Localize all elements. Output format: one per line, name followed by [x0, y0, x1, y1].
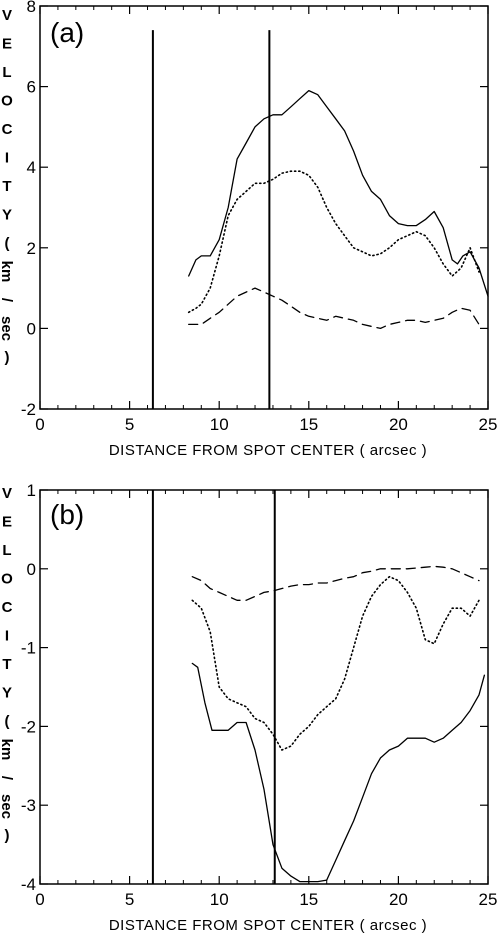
y-axis-label-char: ) [5, 349, 10, 366]
y-axis-label-char: O [1, 571, 13, 588]
y-axis-label-char: sec [0, 794, 15, 819]
y-tick-label: 0 [27, 560, 36, 579]
y-tick-label: -2 [21, 717, 36, 736]
y-axis-label-char: / [0, 776, 15, 781]
y-axis-label-char: T [2, 178, 11, 195]
y-axis-label-char: km [0, 739, 15, 761]
panel-label: (a) [50, 17, 84, 48]
series-line-solid [188, 89, 489, 297]
x-tick-label: 25 [479, 890, 498, 909]
y-axis-label-char: C [2, 121, 13, 138]
x-axis-label: DISTANCE FROM SPOT CENTER ( arcsec ) [109, 917, 427, 934]
y-tick-label: -3 [21, 796, 36, 815]
panel-b: 0 5 10 15 20 25 -4 -3 -2 -1 0 1 DISTANCE FROM SPOT C… [0, 481, 497, 934]
series-line-dotted [191, 575, 480, 751]
series-line-dotted [187, 170, 480, 314]
x-tick-label: 15 [299, 415, 318, 434]
y-axis-label-char: V [2, 7, 12, 24]
y-axis-label-char: L [2, 64, 11, 81]
series-line-solid [191, 662, 486, 883]
x-tick-label: 25 [479, 415, 498, 434]
y-tick-label: -1 [21, 639, 36, 658]
y-tick-label: -4 [21, 875, 36, 894]
y-tick-label: 4 [27, 158, 36, 177]
x-tick-label: 20 [389, 890, 408, 909]
y-axis-label-char: ( [5, 713, 10, 730]
x-tick-label: 10 [210, 890, 229, 909]
y-axis-label-char: T [2, 656, 11, 673]
y-axis-label-char: ) [5, 827, 10, 844]
y-tick-label: 0 [27, 319, 36, 338]
y-axis-label-char: C [2, 599, 13, 616]
y-axis-label-char: V [2, 485, 12, 502]
y-axis-label-char: E [2, 36, 12, 53]
plot-frame [39, 489, 489, 885]
plot-frame [39, 5, 489, 410]
x-tick-label: 5 [125, 890, 134, 909]
y-tick-label: 1 [27, 481, 36, 500]
x-tick-label: 10 [210, 415, 229, 434]
y-tick-label: 2 [27, 239, 36, 258]
y-axis-label-char: O [1, 93, 13, 110]
y-axis-label-char: Y [2, 685, 12, 702]
y-axis-label-char: km [0, 261, 15, 283]
x-tick-label: 20 [389, 415, 408, 434]
y-axis-label-char: I [5, 628, 9, 645]
x-tick-label: 15 [299, 890, 318, 909]
x-tick-label: 5 [125, 415, 134, 434]
x-tick-label: 0 [35, 890, 44, 909]
y-axis-label-char: E [2, 514, 12, 531]
x-axis-label: DISTANCE FROM SPOT CENTER ( arcsec ) [109, 442, 427, 459]
series-line-dashed [188, 287, 480, 330]
x-tick-label: 0 [35, 415, 44, 434]
y-axis-label-char: sec [0, 316, 15, 341]
y-axis-label-char: ( [5, 235, 10, 252]
panel-label: (b) [50, 499, 84, 530]
y-tick-label: -2 [21, 400, 36, 419]
y-tick-label: 6 [27, 78, 36, 97]
y-axis-label-char: Y [2, 207, 12, 224]
y-axis-label-char: I [5, 150, 9, 167]
y-tick-label: 8 [27, 0, 36, 16]
y-axis-label-char: / [0, 298, 15, 303]
y-axis-label-char: L [2, 542, 11, 559]
series-line-dashed [191, 565, 480, 601]
